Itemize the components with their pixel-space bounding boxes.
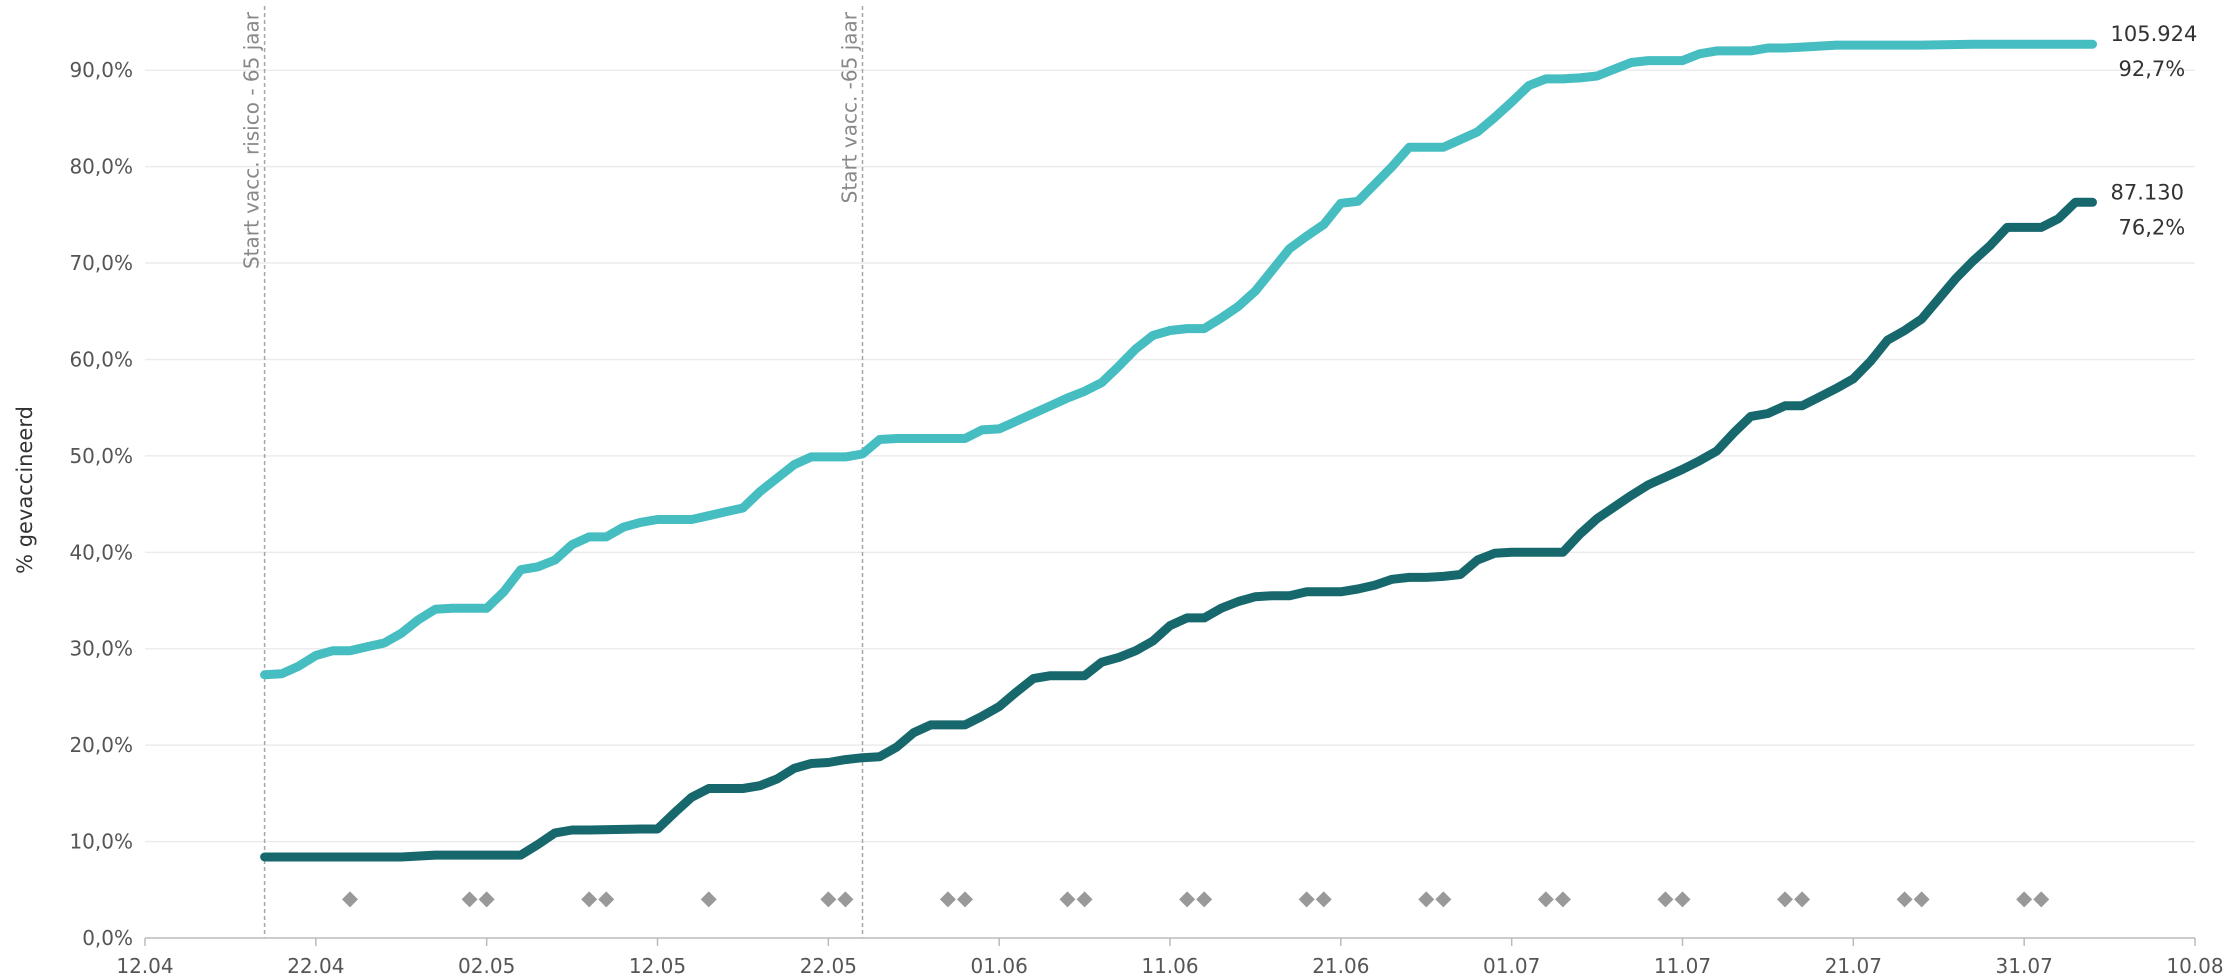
diamond-marker xyxy=(1435,891,1452,908)
diamond-marker xyxy=(1674,891,1691,908)
diamond-marker xyxy=(461,891,478,908)
x-tick-label: 22.05 xyxy=(800,954,857,978)
diamond-marker xyxy=(1554,891,1571,908)
end-label-pct-1: 92,7% xyxy=(2119,57,2186,81)
diamond-marker xyxy=(1657,891,1674,908)
end-label-pct-2: 76,2% xyxy=(2119,215,2186,239)
diamond-marker xyxy=(2033,891,2050,908)
diamond-marker xyxy=(1794,891,1811,908)
diamond-marker xyxy=(1777,891,1793,908)
diamond-marker xyxy=(700,891,717,908)
diamond-marker xyxy=(1298,891,1315,908)
diamond-marker xyxy=(957,891,973,908)
diamond-marker xyxy=(2016,891,2033,908)
x-tick-label: 22.04 xyxy=(287,954,344,978)
y-tick-label: 10,0% xyxy=(69,830,133,854)
grid-lines xyxy=(145,69,2195,843)
x-tick-label: 31.07 xyxy=(1996,954,2053,978)
y-tick-label: 40,0% xyxy=(69,540,133,564)
x-tick-label: 01.07 xyxy=(1483,954,1540,978)
x-tick-label: 01.06 xyxy=(971,954,1028,978)
diamond-marker xyxy=(1196,891,1213,908)
annotations: Start vacc. risico - 65 jaar Start vacc. … xyxy=(240,6,864,938)
diamond-marker xyxy=(1315,891,1332,908)
y-tick-label: 80,0% xyxy=(69,155,133,179)
x-tick-label: 21.06 xyxy=(1312,954,1369,978)
y-tick-label: 50,0% xyxy=(69,444,133,468)
diamond-marker xyxy=(581,891,598,908)
diamond-marker xyxy=(837,891,854,908)
y-tick-label: 30,0% xyxy=(69,637,133,661)
diamond-marker xyxy=(1913,891,1930,908)
end-label-count-1: 105.924 xyxy=(2111,22,2198,46)
x-tick-label: 10.08 xyxy=(2166,954,2223,978)
series-layer xyxy=(260,39,2097,862)
x-tick-label: 21.07 xyxy=(1825,954,1882,978)
y-tick-label: 20,0% xyxy=(69,733,133,757)
diamond-marker xyxy=(1059,891,1076,908)
y-tick-label: 70,0% xyxy=(69,251,133,275)
diamond-marker xyxy=(1418,891,1435,908)
annotation-label: Start vacc. -65 jaar xyxy=(838,11,862,203)
diamond-marker xyxy=(342,891,358,908)
annotation-label: Start vacc. risico - 65 jaar xyxy=(240,11,264,269)
diamond-marker xyxy=(1896,891,1913,908)
x-tick-label: 11.07 xyxy=(1654,954,1711,978)
end-label-count-2: 87.130 xyxy=(2111,180,2184,204)
axes: 0,0% 10,0% 20,0% 30,0% 40,0% 50,0% 60,0% 70,0% 8… xyxy=(69,58,2223,978)
diamond-marker xyxy=(820,891,837,908)
x-tick-label: 12.04 xyxy=(116,954,173,978)
diamond-marker xyxy=(598,891,615,908)
end-labels: 105.924 92,7% 87.130 76,2% xyxy=(2111,22,2198,239)
series-line-1 xyxy=(260,39,2097,680)
y-tick-label: 90,0% xyxy=(69,58,133,82)
diamond-marker xyxy=(478,891,495,908)
series-line-2 xyxy=(260,197,2097,862)
diamond-marker xyxy=(1537,891,1554,908)
marker-layer xyxy=(342,891,2050,908)
y-axis-label: % gevaccineerd xyxy=(13,406,37,574)
x-tick-label: 11.06 xyxy=(1141,954,1198,978)
diamond-marker xyxy=(939,891,956,908)
diamond-marker xyxy=(1076,891,1093,908)
y-tick-label: 60,0% xyxy=(69,347,133,371)
x-tick-label: 02.05 xyxy=(458,954,515,978)
diamond-marker xyxy=(1179,891,1196,908)
y-tick-label: 0,0% xyxy=(82,926,133,950)
x-tick-label: 12.05 xyxy=(629,954,686,978)
